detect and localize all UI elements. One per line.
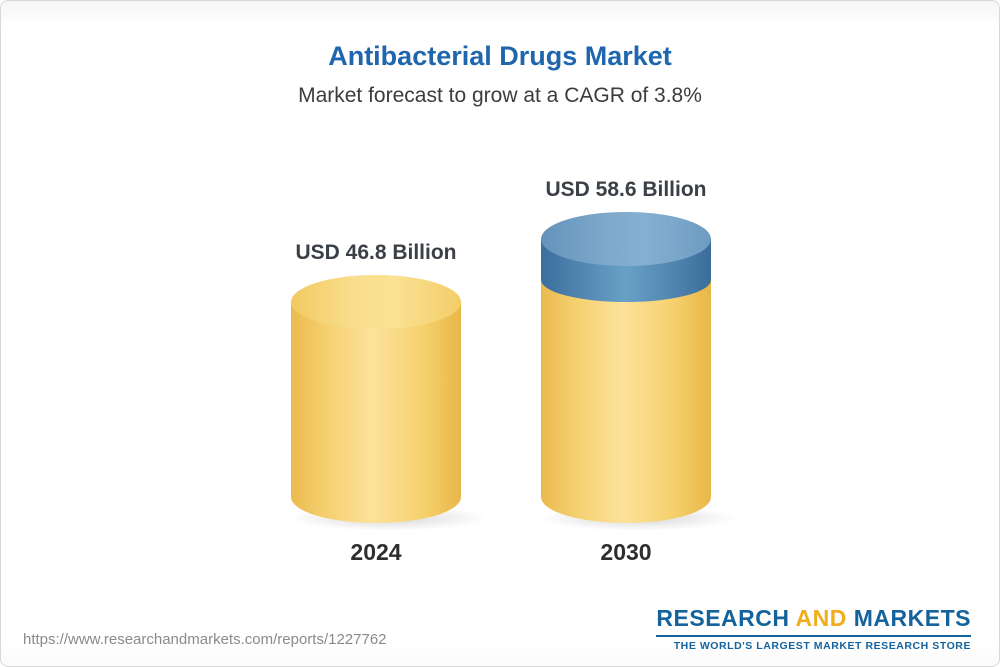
logo-wordmark: RESEARCH AND MARKETS [656,605,971,632]
category-label-2024: 2024 [350,539,402,565]
chart-title: Antibacterial Drugs Market [328,41,672,71]
cylinder-2024 [281,275,496,532]
logo-word-markets: MARKETS [853,605,971,631]
source-url: https://www.researchandmarkets.com/repor… [23,631,387,648]
logo-divider [656,635,971,637]
bar-group-2030: USD 58.6 Billion 2030 [491,178,761,566]
research-and-markets-logo: RESEARCH AND MARKETS THE WORLD'S LARGEST… [656,605,971,652]
bar-group-2024: USD 46.8 Billion 2024 [241,241,511,566]
cylinder-2030 [531,212,746,532]
logo-word-and: AND [795,605,847,631]
category-label-2030: 2030 [600,539,652,565]
value-label-2030: USD 58.6 Billion [545,178,707,201]
logo-word-research: RESEARCH [656,605,790,631]
cylinder-body-2024 [291,302,461,523]
cylinder-cap-2024 [291,275,461,329]
chart-area: USD 46.8 Billion 2024 USD 58.6 Billion 2… [1,141,999,566]
logo-tagline: THE WORLD'S LARGEST MARKET RESEARCH STOR… [673,640,971,652]
cylinder-cap-2030 [541,212,711,266]
chart-subtitle: Market forecast to grow at a CAGR of 3.8… [298,84,702,107]
value-label-2024: USD 46.8 Billion [295,241,457,264]
